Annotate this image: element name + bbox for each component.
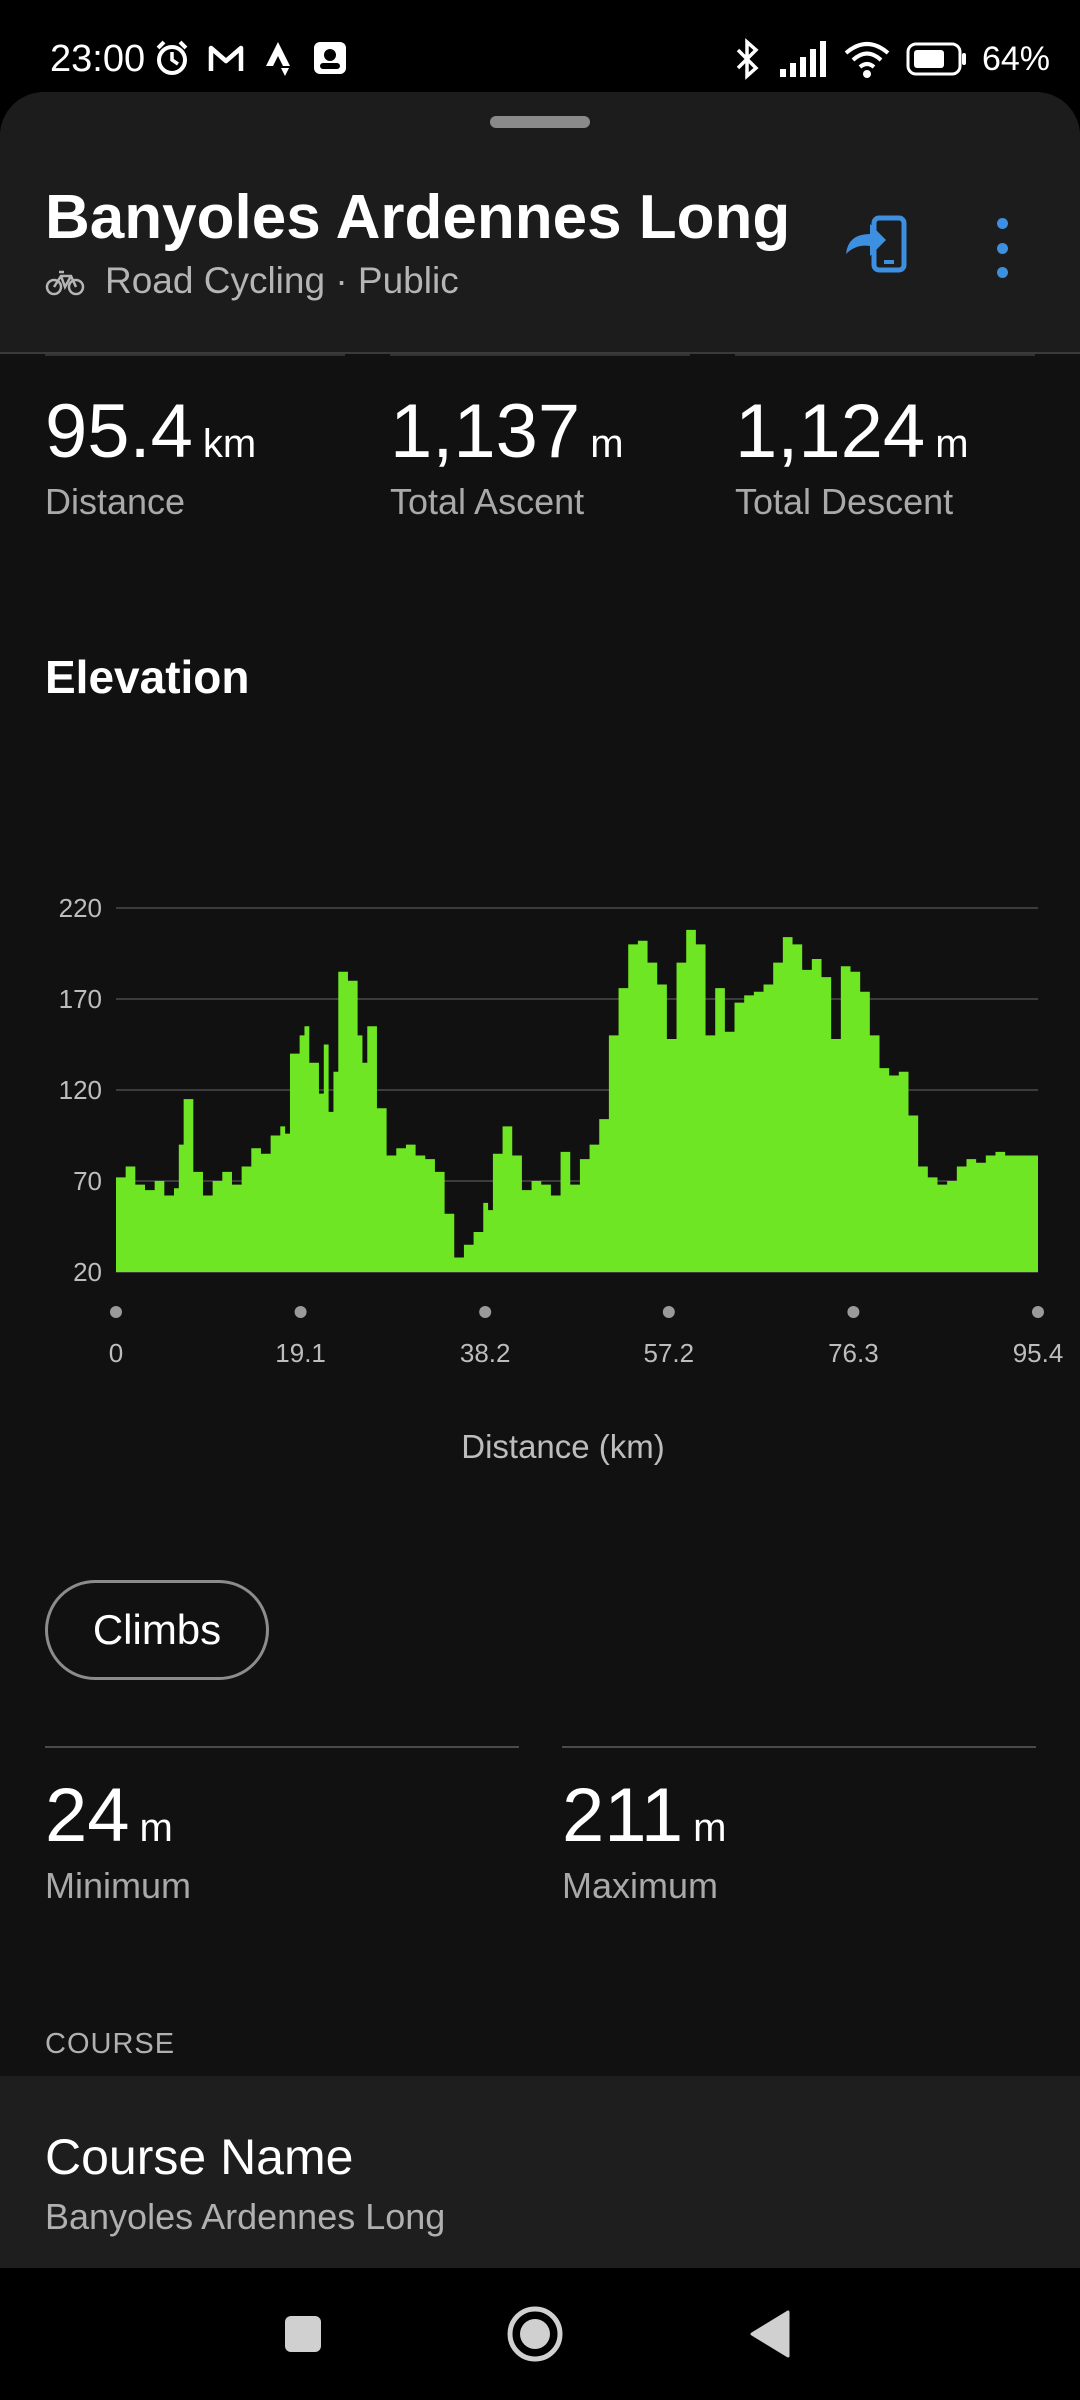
stat-value: 1,124 bbox=[735, 389, 926, 474]
stat-label: Total Descent bbox=[735, 481, 954, 522]
x-tick-label: 38.2 bbox=[460, 1338, 511, 1368]
recents-icon bbox=[285, 2316, 321, 2352]
more-vert-icon bbox=[996, 218, 1008, 229]
stat-label: Distance bbox=[45, 481, 186, 522]
y-tick-label: 20 bbox=[73, 1257, 102, 1287]
stat-unit: m bbox=[139, 1806, 173, 1850]
x-tick-dot bbox=[294, 1306, 307, 1318]
x-tick-dot bbox=[110, 1306, 122, 1318]
course-name-value: Banyoles Ardennes Long bbox=[45, 2196, 446, 2237]
home-icon bbox=[507, 2306, 563, 2362]
alarm-icon bbox=[156, 40, 188, 75]
send-to-device-icon bbox=[846, 215, 907, 273]
stat-divider bbox=[45, 354, 345, 356]
course-section-label: COURSE bbox=[45, 2028, 176, 2060]
x-tick-label: 57.2 bbox=[644, 1338, 695, 1368]
sheet-header: Banyoles Ardennes Long Road Cycling · Pu… bbox=[0, 92, 1080, 354]
y-tick-label: 120 bbox=[59, 1075, 102, 1105]
stat-maximum: 211 m Maximum bbox=[562, 1772, 727, 1907]
stat-unit: km bbox=[202, 422, 257, 466]
stat-unit: m bbox=[935, 422, 969, 466]
x-axis-title: Distance (km) bbox=[461, 1428, 665, 1465]
divider bbox=[562, 1746, 1036, 1748]
elevation-chart[interactable]: 220 170 120 70 20 0 19.1 38.2 57.2 76.3 95.4 bbox=[0, 852, 1080, 1512]
x-tick-label: 76.3 bbox=[828, 1338, 879, 1368]
stat-label: Minimum bbox=[45, 1865, 192, 1906]
stat-label: Maximum bbox=[562, 1865, 719, 1906]
stat-divider bbox=[735, 354, 1035, 356]
course-details-sheet[interactable]: Banyoles Ardennes Long Road Cycling · Pu… bbox=[0, 92, 1080, 2268]
stat-unit: m bbox=[590, 422, 624, 466]
x-tick-dot bbox=[847, 1306, 860, 1318]
bluetooth-icon bbox=[736, 38, 759, 80]
y-tick-label: 70 bbox=[73, 1166, 102, 1196]
stat-divider bbox=[390, 354, 690, 356]
course-title: Banyoles Ardennes Long bbox=[45, 183, 791, 252]
stat-unit: m bbox=[693, 1806, 727, 1850]
more-vert-dot bbox=[996, 267, 1008, 278]
climbs-button[interactable]: Climbs bbox=[45, 1580, 269, 1680]
stat-minimum: 24 m Minimum bbox=[45, 1772, 191, 1907]
strava-icon bbox=[266, 42, 290, 76]
x-tick-dot bbox=[662, 1306, 675, 1318]
stat-value: 1,137 bbox=[390, 389, 581, 474]
stat-total-descent: 1,124 m Total Descent bbox=[735, 388, 969, 523]
gmail-icon bbox=[208, 45, 244, 71]
divider bbox=[45, 1746, 519, 1748]
bike-icon bbox=[45, 270, 85, 296]
x-tick-dot bbox=[1032, 1306, 1044, 1318]
notification-app-icon bbox=[314, 42, 346, 74]
subtitle-text: Road Cycling · Public bbox=[105, 260, 459, 301]
recents-button[interactable] bbox=[243, 2268, 363, 2400]
course-name-title: Course Name bbox=[45, 2129, 354, 2185]
elevation-area bbox=[116, 929, 1038, 1272]
stat-value: 211 bbox=[562, 1773, 684, 1858]
battery-percent: 64% bbox=[981, 39, 1050, 78]
stat-total-ascent: 1,137 m Total Ascent bbox=[390, 388, 624, 523]
x-tick-label: 0 bbox=[109, 1338, 123, 1368]
x-tick-dot bbox=[479, 1306, 492, 1318]
signal-icon bbox=[779, 41, 826, 77]
stat-value: 24 bbox=[45, 1773, 130, 1858]
back-icon bbox=[750, 2310, 790, 2358]
x-tick-label: 19.1 bbox=[275, 1338, 326, 1368]
stat-distance: 95.4 km Distance bbox=[45, 388, 256, 523]
status-icons-left bbox=[152, 38, 350, 78]
course-subtitle: Road Cycling · Public bbox=[45, 260, 459, 302]
y-tick-label: 220 bbox=[59, 893, 102, 923]
status-bar: 23:00 bbox=[0, 0, 1080, 95]
elevation-section-title: Elevation bbox=[45, 651, 250, 703]
drag-handle[interactable] bbox=[490, 116, 590, 128]
status-time: 23:00 bbox=[50, 38, 146, 80]
stat-label: Total Ascent bbox=[390, 481, 585, 522]
home-button[interactable] bbox=[475, 2268, 595, 2400]
battery-icon bbox=[906, 42, 966, 76]
more-vert-dot bbox=[996, 242, 1008, 254]
y-tick-label: 170 bbox=[59, 984, 102, 1014]
x-tick-label: 95.4 bbox=[1013, 1338, 1064, 1368]
status-icons-right: 64% bbox=[730, 38, 1050, 80]
course-name-field[interactable]: Course Name Banyoles Ardennes Long bbox=[0, 2076, 1080, 2268]
send-to-device-button[interactable] bbox=[840, 210, 916, 286]
wifi-icon bbox=[844, 42, 890, 78]
back-button[interactable] bbox=[710, 2268, 830, 2400]
more-options-button[interactable] bbox=[980, 210, 1024, 286]
system-nav-bar bbox=[0, 2268, 1080, 2400]
stat-value: 95.4 bbox=[45, 389, 193, 474]
